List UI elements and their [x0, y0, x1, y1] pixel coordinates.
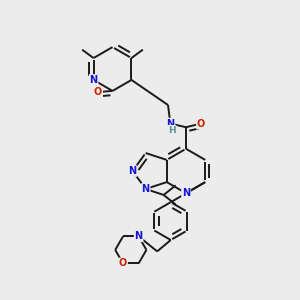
Text: H: H	[168, 126, 176, 135]
Text: O: O	[94, 87, 102, 97]
Text: N: N	[89, 75, 98, 85]
Text: O: O	[119, 258, 127, 268]
Text: N: N	[166, 118, 175, 129]
Text: N: N	[135, 231, 143, 242]
Text: O: O	[197, 118, 205, 129]
Text: N: N	[142, 184, 150, 194]
Text: N: N	[128, 166, 137, 176]
Text: N: N	[182, 188, 190, 198]
